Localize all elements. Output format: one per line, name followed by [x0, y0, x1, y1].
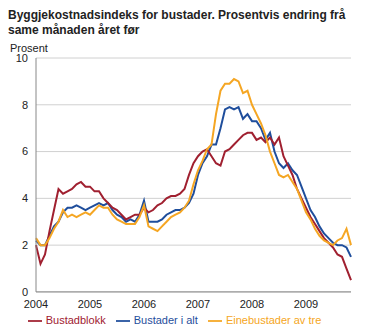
- svg-text:10: 10: [16, 52, 28, 64]
- svg-text:2009: 2009: [294, 298, 318, 310]
- html-text:Byggjekostnadsindeks for busta: Byggjekostnadsindeks for bustader. Prose…: [8, 8, 346, 37]
- html-text:Einebustader av tre: Einebustader av tre: [225, 313, 322, 326]
- svg-text:2004: 2004: [24, 298, 48, 310]
- html-text:Prosent: Prosent: [10, 42, 48, 54]
- svg-text:2008: 2008: [240, 298, 264, 310]
- html-text:Bustadblokk: Bustadblokk: [45, 313, 106, 326]
- html-text:Bustader i alt: Bustader i alt: [133, 313, 198, 326]
- svg-text:2007: 2007: [186, 298, 210, 310]
- svg-text:4: 4: [22, 192, 28, 204]
- svg-text:8: 8: [22, 99, 28, 111]
- svg-text:0: 0: [22, 286, 28, 298]
- svg-text:2: 2: [22, 239, 28, 251]
- svg-text:2006: 2006: [132, 298, 156, 310]
- svg-text:6: 6: [22, 145, 28, 157]
- svg-text:2005: 2005: [78, 298, 102, 310]
